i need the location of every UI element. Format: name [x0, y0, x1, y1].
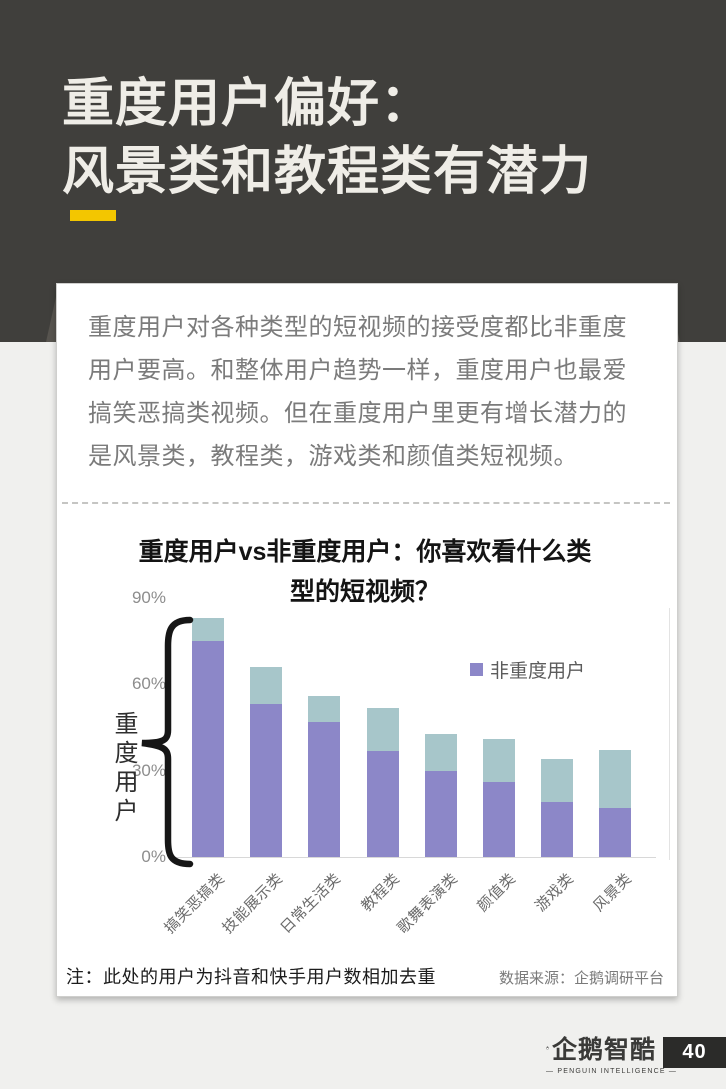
bar-搞笑恶搞类-heavy-extra	[192, 618, 224, 641]
bar-教程类-heavy-extra	[367, 708, 399, 751]
bar-颜值类-heavy-extra	[483, 739, 515, 782]
bar-风景类-non-heavy	[599, 808, 631, 857]
intro-paragraph: 重度用户对各种类型的短视频的接受度都比非重度用户要高。和整体用户趋势一样，重度用…	[88, 314, 627, 470]
content-card	[56, 283, 678, 997]
logo-tagline: — PENGUIN INTELLIGENCE —	[546, 1068, 678, 1075]
x-axis-line	[176, 857, 656, 858]
y-axis-group-label: 重度用户	[110, 711, 137, 827]
y-tick-60: 60%	[131, 674, 166, 693]
chart-legend: 非重度用户	[470, 656, 585, 683]
page-number-box: 40	[663, 1037, 726, 1068]
chart-frame-right-edge	[669, 608, 670, 860]
heavy-user-brace	[141, 616, 194, 868]
bar-教程类-non-heavy	[367, 751, 399, 857]
data-source: 数据来源：企鹅调研平台	[498, 970, 664, 987]
title-accent-dash	[70, 210, 116, 221]
page-number: 40	[682, 1041, 707, 1063]
bar-技能展示类-non-heavy	[250, 704, 282, 857]
chart-title-line1: 重度用户vs非重度用户：你喜欢看什么类	[138, 538, 592, 566]
page-title-line1: 重度用户偏好：	[62, 75, 434, 133]
page-title-line2: 风景类和教程类有潜力	[62, 143, 593, 201]
bar-日常生活类-heavy-extra	[308, 696, 340, 722]
footnote: 注：此处的用户为抖音和快手用户数相加去重	[66, 967, 436, 987]
bar-游戏类-heavy-extra	[541, 759, 573, 802]
card-fold-shadow-left	[46, 297, 56, 342]
y-tick-0: 0%	[141, 847, 166, 866]
chart-title-line2: 型的短视频？	[289, 578, 440, 606]
penguin-intelligence-logo: 企鹅智酷 — PENGUIN INTELLIGENCE —	[546, 1030, 678, 1075]
bar-游戏类-non-heavy	[541, 802, 573, 857]
legend-label-non-heavy: 非重度用户	[490, 661, 586, 682]
bar-颜值类-non-heavy	[483, 782, 515, 857]
bar-风景类-heavy-extra	[599, 750, 631, 808]
bar-日常生活类-non-heavy	[308, 722, 340, 857]
bar-技能展示类-heavy-extra	[250, 667, 282, 704]
logo-wordmark: 企鹅智酷	[551, 1036, 656, 1064]
bar-歌舞表演类-non-heavy	[425, 771, 457, 857]
dashed-divider	[62, 502, 670, 504]
bar-搞笑恶搞类-non-heavy	[192, 641, 224, 857]
bar-歌舞表演类-heavy-extra	[425, 734, 457, 771]
legend-swatch-non-heavy	[470, 663, 483, 676]
y-tick-30: 30%	[131, 761, 166, 780]
y-tick-90: 90%	[131, 588, 166, 607]
penguin-logo-icon	[546, 1046, 549, 1050]
